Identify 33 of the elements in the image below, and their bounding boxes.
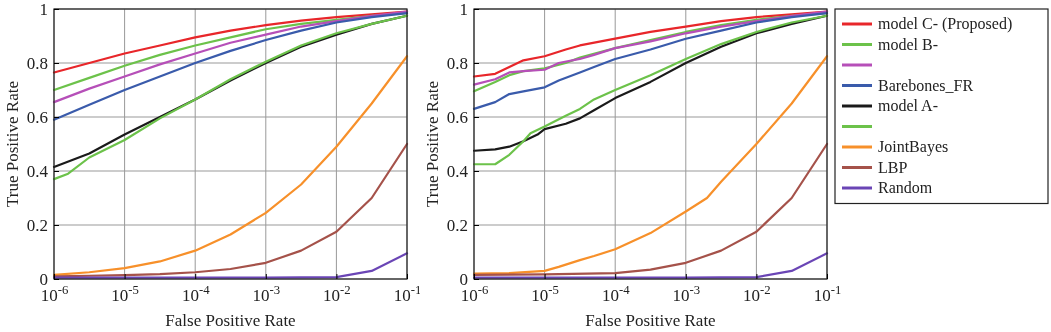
legend-label: model A- bbox=[878, 97, 938, 114]
x-axis-title: False Positive Rate bbox=[165, 311, 296, 330]
x-tick-label: 10$^{-5}$ bbox=[111, 283, 139, 305]
y-tick-label: 0.6 bbox=[26, 107, 48, 127]
x-tick-label: 10$^{-1}$ bbox=[393, 283, 422, 305]
x-tick-label: 10$^{-2}$ bbox=[323, 283, 351, 305]
x-tick-label: 10$^{-3}$ bbox=[672, 283, 701, 305]
x-tick-label: 10$^{-4}$ bbox=[601, 283, 631, 305]
y-tick-label: 0 bbox=[39, 269, 48, 289]
y-tick-label: 0.4 bbox=[26, 161, 49, 181]
y-tick-label: 0.8 bbox=[446, 53, 468, 73]
legend-label: JointBayes bbox=[878, 138, 949, 156]
x-tick-label: 10$^{-1}$ bbox=[813, 283, 842, 305]
legend-label: model C- (Proposed) bbox=[878, 15, 1013, 33]
x-tick-label: 10$^{-2}$ bbox=[743, 283, 771, 305]
x-tick-label: 10$^{-5}$ bbox=[531, 283, 559, 305]
y-axis-title: True Positive Rate bbox=[423, 81, 442, 207]
y-tick-label: 0.2 bbox=[26, 215, 48, 235]
y-tick-label: 0.4 bbox=[446, 161, 469, 181]
legend-label: model B- bbox=[878, 35, 938, 53]
y-tick-label: 0.6 bbox=[446, 107, 468, 127]
y-tick-label: 0.2 bbox=[446, 215, 468, 235]
y-axis-title: True Positive Rate bbox=[3, 81, 22, 207]
legend-label: LBP bbox=[878, 158, 908, 176]
legend-label: Barebones_FR bbox=[878, 76, 974, 94]
y-tick-label: 1 bbox=[459, 0, 468, 19]
y-tick-label: 1 bbox=[39, 0, 48, 19]
x-axis-title: False Positive Rate bbox=[585, 311, 716, 330]
y-tick-label: 0 bbox=[459, 269, 468, 289]
y-tick-label: 0.8 bbox=[26, 53, 48, 73]
legend-label: Random bbox=[878, 179, 933, 196]
x-tick-label: 10$^{-3}$ bbox=[252, 283, 281, 305]
x-tick-label: 10$^{-4}$ bbox=[181, 283, 211, 305]
